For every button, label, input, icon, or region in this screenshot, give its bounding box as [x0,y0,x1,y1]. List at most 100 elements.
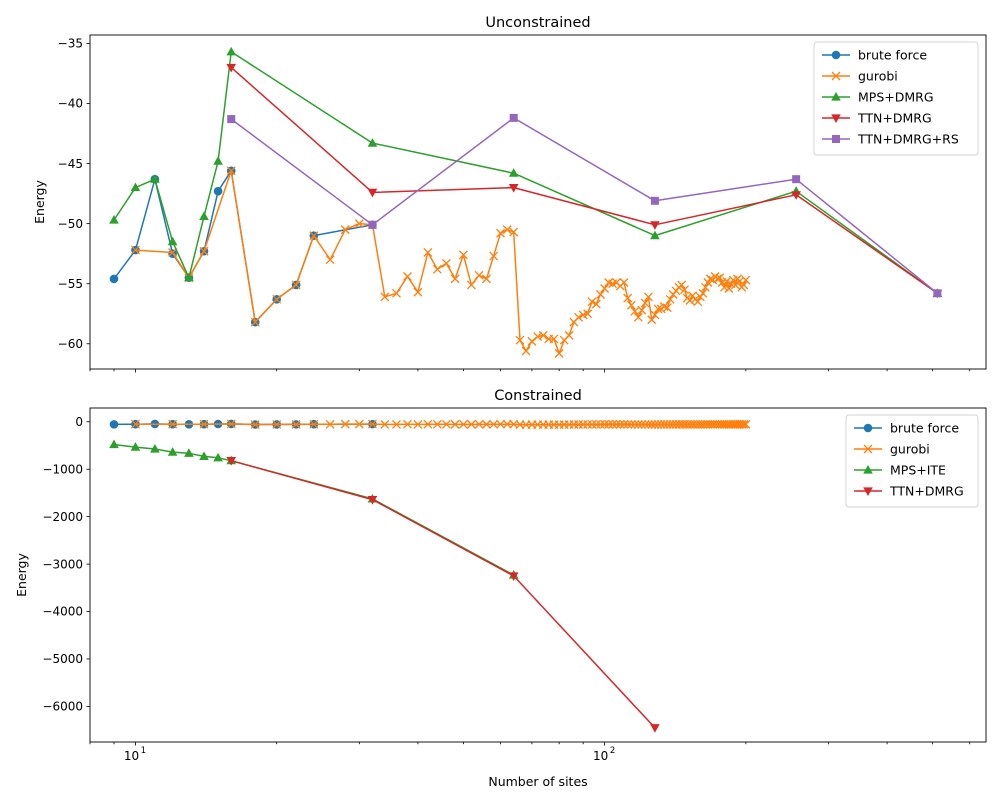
unconstrained-y-tick-label: −35 [58,37,83,51]
data-point [441,419,451,429]
data-point [587,420,597,429]
constrained-x-tick: 10 2 [593,742,615,763]
unconstrained-series-ttn-dmrg [226,63,943,299]
data-point [354,219,364,229]
unconstrained-y-tick-label: −50 [58,217,83,231]
constrained-y-tick-label: −2000 [42,510,83,524]
constrained-axes-frame [89,407,987,743]
data-point [615,419,625,429]
data-point [474,419,484,429]
series-line [231,459,656,729]
data-point [482,419,491,429]
data-point [626,420,636,429]
data-point [466,419,476,429]
data-point [724,284,734,293]
data-point [466,280,476,290]
data-point [933,289,942,298]
legend-label: MPS+DMRG [858,90,934,105]
data-point [650,724,660,733]
data-point [368,220,377,229]
data-point [184,448,194,457]
data-point [291,280,301,290]
constrained-y-tick-label: 0 [75,415,83,429]
data-point [213,156,223,165]
constrained-y-tick-label: −4000 [42,605,83,619]
x-axis-label: Number of sites [488,774,587,789]
series-line [230,117,938,294]
data-point [367,495,378,505]
legend-label: TTN+DMRG [889,484,964,499]
data-point [458,250,468,260]
data-point [640,298,650,308]
data-point [272,294,282,304]
unconstrained-y-axis-label: Energy [32,180,47,224]
data-point [619,419,629,429]
data-point [226,419,236,429]
data-point [226,63,237,73]
data-point [380,419,390,429]
data-point [199,451,209,460]
data-point [685,296,695,305]
data-point [600,284,610,293]
constrained-y-axis-label: Energy [14,553,29,597]
data-point [662,303,672,313]
data-point [650,221,660,230]
data-point [367,138,378,147]
data-point [739,419,749,429]
data-point [167,236,178,246]
data-point [272,419,282,429]
data-point [489,251,499,261]
data-point [549,334,559,344]
data-point [496,228,505,238]
data-point [325,255,335,265]
data-point [508,572,519,581]
data-point [741,419,751,429]
constrained-y-tick: −3000 [42,557,90,571]
data-point [109,420,119,429]
legend-label: TTN+DMRG [857,111,932,126]
data-point [640,420,650,429]
legend-marker [832,135,840,143]
data-point [340,419,350,429]
legend-label: brute force [890,421,959,436]
data-point [737,419,747,429]
data-point [309,231,319,241]
data-point [693,297,703,307]
unconstrained-y-tick: −55 [58,277,90,291]
data-point [630,420,640,429]
legend-label: brute force [858,48,927,63]
data-point [515,335,525,345]
data-point [612,419,621,429]
data-point [650,196,659,205]
legend-marker [831,50,841,60]
constrained-y-tick-label: −5000 [42,652,83,666]
data-point [502,225,512,235]
unconstrained-y-tick: −50 [58,217,90,231]
unconstrained-title: Unconstrained [485,15,590,31]
data-point [659,302,669,311]
legend-label: gurobi [890,442,930,457]
data-point [574,312,584,322]
data-point [633,312,643,322]
data-point [596,419,605,429]
data-point [637,305,647,315]
data-point [637,420,647,429]
constrained-x-tick: 10 1 [124,742,146,763]
data-point [496,419,505,429]
data-point [168,419,178,429]
data-point [109,274,119,284]
data-point [109,439,119,449]
data-point [450,419,460,429]
data-point [403,419,412,429]
data-point [650,230,660,240]
legend-entry: brute force [822,48,927,63]
data-point [680,285,689,295]
legend-entry: MPS+ITE [854,463,946,478]
data-point [647,420,657,429]
data-point [250,420,260,429]
legend-marker [831,71,841,81]
data-point [413,287,423,297]
data-point [131,245,140,255]
